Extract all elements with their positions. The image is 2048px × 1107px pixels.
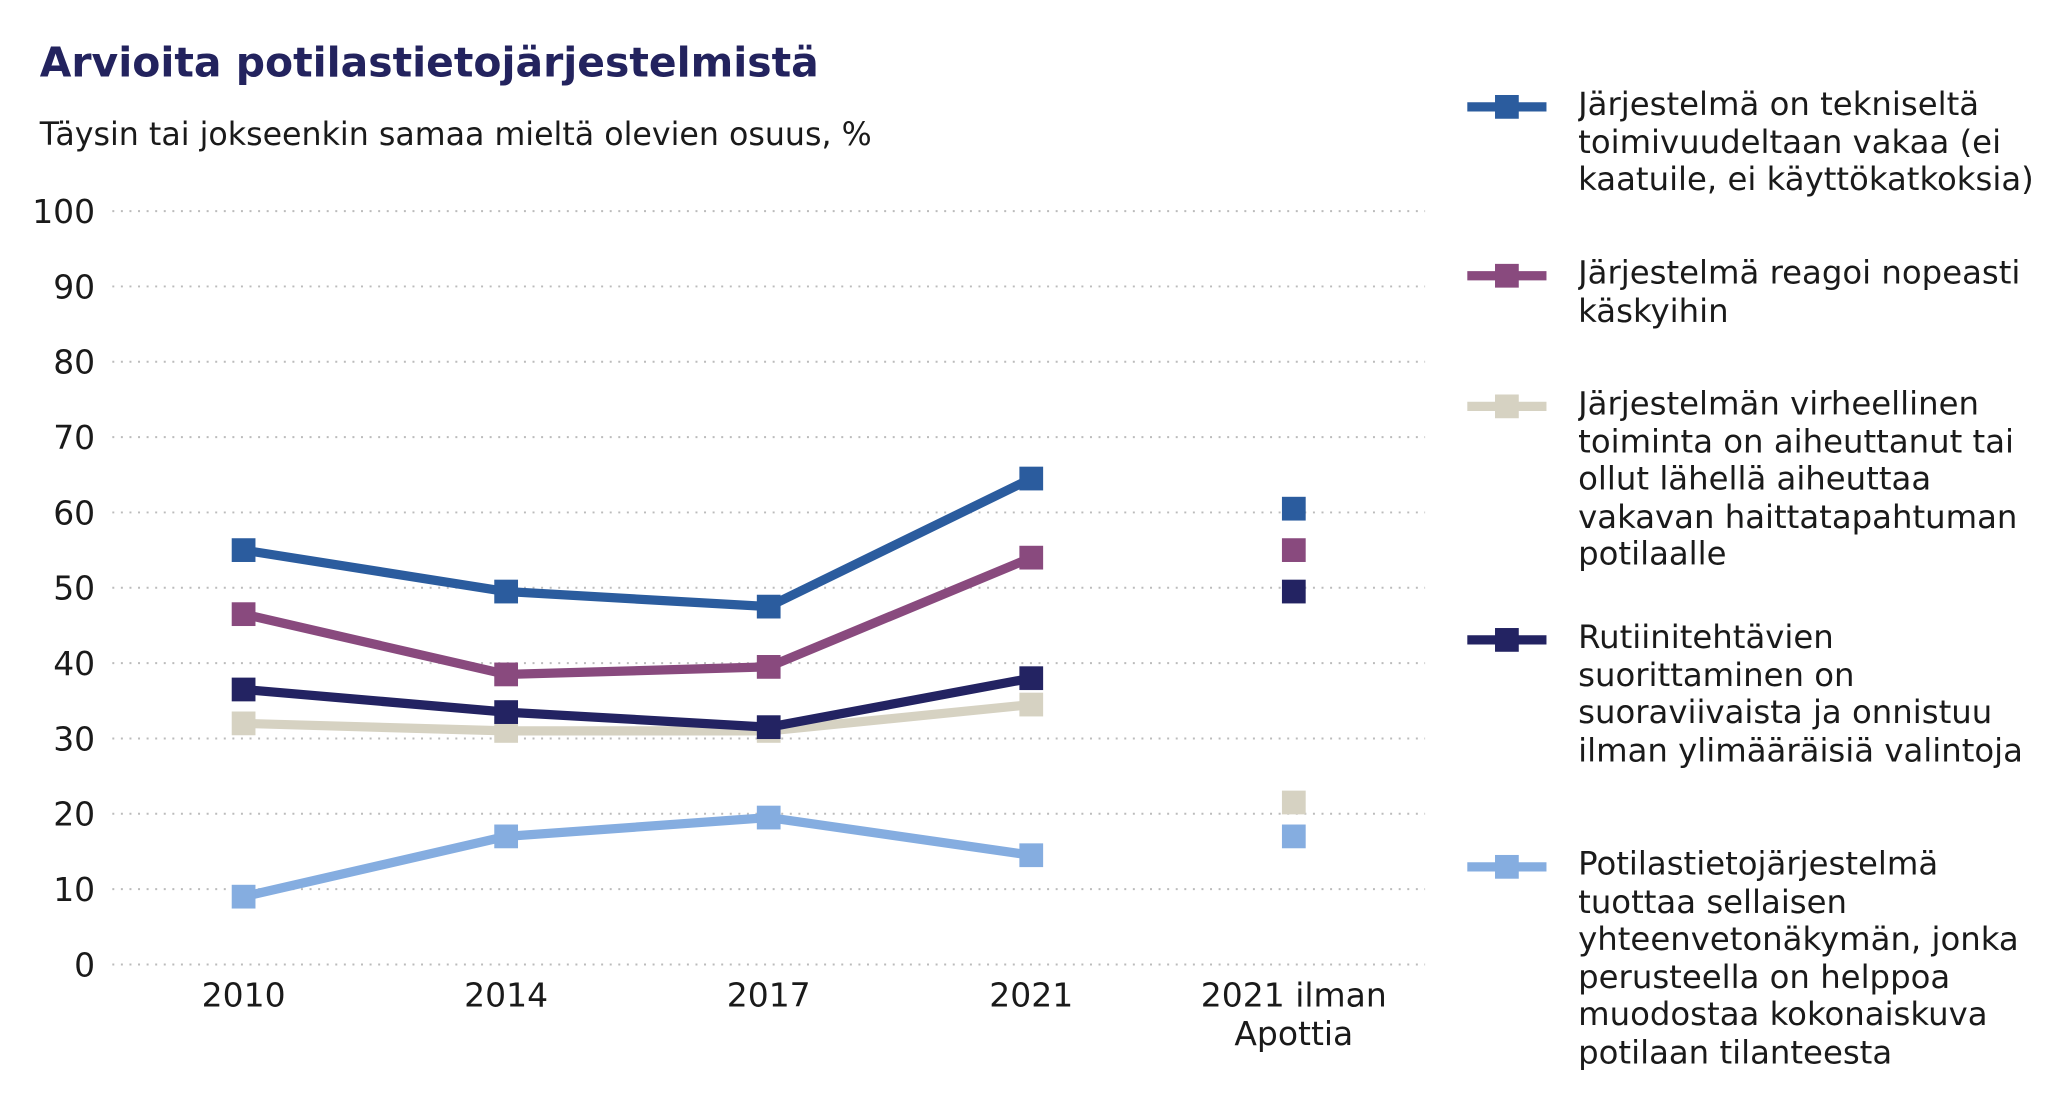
legend-marker bbox=[1495, 394, 1519, 419]
y-tick-label: 30 bbox=[53, 719, 95, 758]
point-marker bbox=[1019, 466, 1044, 491]
legend-label-box: Järjestelmän virheellinen toiminta on ai… bbox=[1578, 385, 2018, 573]
y-tick-label: 50 bbox=[53, 569, 95, 608]
legend-label: Järjestelmä on tekniseltä toimivuudeltaa… bbox=[1578, 85, 2034, 198]
point-marker bbox=[231, 602, 256, 627]
series-line bbox=[242, 474, 1034, 612]
point-marker bbox=[1019, 843, 1044, 868]
point-marker bbox=[1281, 790, 1306, 815]
x-tick-label: 2014 bbox=[464, 976, 549, 1015]
legend-label-box: Järjestelmä on tekniseltä toimivuudeltaa… bbox=[1578, 85, 2034, 198]
legend-label-box: Rutiinitehtävien suorittaminen on suorav… bbox=[1578, 618, 2023, 769]
x-tick-label: 2017 bbox=[726, 976, 811, 1015]
point-marker bbox=[756, 594, 781, 619]
point-marker bbox=[1281, 496, 1306, 521]
series-line bbox=[242, 812, 1032, 902]
point-marker bbox=[756, 655, 781, 679]
legend-label-box: Potilastietojärjestelmä tuottaa sellaise… bbox=[1578, 845, 2019, 1071]
y-tick-label: 0 bbox=[74, 945, 95, 984]
y-tick-label: 20 bbox=[53, 795, 95, 834]
x-tick-label: 2021 ilman Apottia bbox=[1200, 976, 1387, 1053]
point-marker bbox=[231, 884, 256, 909]
point-marker bbox=[756, 715, 781, 740]
x-tick-label-box: 2017 bbox=[726, 976, 811, 1015]
y-tick-label: 70 bbox=[53, 418, 95, 457]
point-marker bbox=[756, 805, 781, 830]
x-tick-label: 2010 bbox=[201, 976, 286, 1015]
legend-marker bbox=[1495, 94, 1519, 119]
point-marker bbox=[1019, 692, 1044, 717]
x-tick-label-box: 2021 ilman Apottia bbox=[1200, 976, 1387, 1053]
chart-subtitle: Täysin tai jokseenkin samaa mieltä olevi… bbox=[39, 117, 872, 153]
legend-label: Potilastietojärjestelmä tuottaa sellaise… bbox=[1578, 845, 2019, 1071]
point-marker bbox=[1019, 545, 1044, 570]
series-line bbox=[242, 553, 1034, 680]
point-marker bbox=[494, 700, 519, 724]
y-tick-label: 10 bbox=[53, 870, 95, 909]
y-tick-label: 60 bbox=[53, 493, 95, 532]
point-marker bbox=[494, 662, 519, 687]
x-tick-label-box: 2014 bbox=[464, 976, 549, 1015]
legend-label-box: Järjestelmä reagoi nopeasti käskyihin bbox=[1578, 254, 2021, 330]
point-marker bbox=[231, 711, 256, 736]
point-marker bbox=[494, 579, 519, 604]
series-line bbox=[243, 699, 1032, 736]
series-line bbox=[243, 673, 1033, 732]
x-tick-label-box: 2010 bbox=[201, 976, 286, 1015]
point-marker bbox=[494, 824, 519, 849]
y-tick-label: 100 bbox=[32, 192, 95, 231]
point-marker bbox=[1281, 538, 1306, 562]
point-marker bbox=[1281, 824, 1306, 849]
x-tick-label-box: 2021 bbox=[989, 976, 1074, 1015]
point-marker bbox=[494, 719, 519, 743]
chart-title: Arvioita potilastietojärjestelmistä bbox=[40, 39, 819, 87]
legend-label: Rutiinitehtävien suorittaminen on suorav… bbox=[1578, 618, 2023, 769]
point-marker bbox=[231, 538, 256, 562]
legend-label: Järjestelmän virheellinen toiminta on ai… bbox=[1578, 385, 2018, 573]
legend-label: Järjestelmä reagoi nopeasti käskyihin bbox=[1578, 254, 2021, 330]
point-marker bbox=[1019, 666, 1044, 691]
y-tick-label: 40 bbox=[53, 644, 95, 683]
y-tick-label: 90 bbox=[53, 267, 95, 306]
point-marker bbox=[1281, 579, 1306, 604]
legend-marker bbox=[1495, 628, 1519, 652]
x-tick-label: 2021 bbox=[989, 976, 1074, 1015]
y-tick-label: 80 bbox=[53, 343, 95, 382]
point-marker bbox=[231, 677, 256, 702]
legend-marker bbox=[1495, 854, 1519, 879]
legend-marker bbox=[1495, 263, 1519, 288]
